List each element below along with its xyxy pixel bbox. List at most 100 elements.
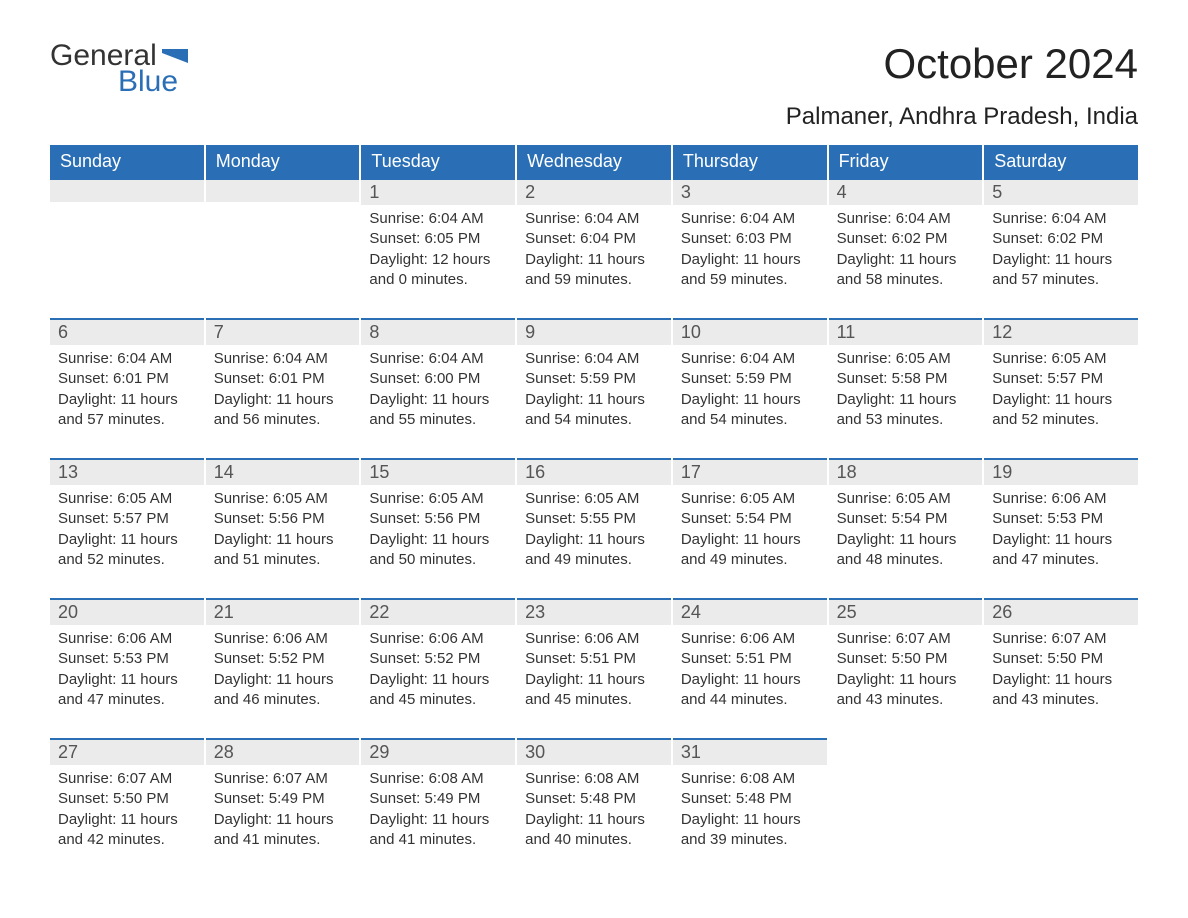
day-details: Sunrise: 6:04 AMSunset: 5:59 PMDaylight:…	[517, 345, 671, 430]
day-details: Sunrise: 6:04 AMSunset: 6:00 PMDaylight:…	[361, 345, 515, 430]
empty-cell	[50, 178, 204, 318]
day-number-bar: 25	[829, 598, 983, 625]
calendar-cell: 7Sunrise: 6:04 AMSunset: 6:01 PMDaylight…	[206, 318, 360, 458]
calendar-cell: 12Sunrise: 6:05 AMSunset: 5:57 PMDayligh…	[984, 318, 1138, 458]
sunset-line: Sunset: 6:01 PM	[214, 369, 352, 389]
day-details: Sunrise: 6:04 AMSunset: 6:04 PMDaylight:…	[517, 205, 671, 290]
dow-header: Monday	[206, 145, 360, 178]
sunset-line: Sunset: 5:59 PM	[681, 369, 819, 389]
sunset-line: Sunset: 5:50 PM	[992, 649, 1130, 669]
calendar-cell: 31Sunrise: 6:08 AMSunset: 5:48 PMDayligh…	[673, 738, 827, 878]
calendar-cell: 13 Sunrise: 6:05 AMSunset: 5:57 PMDayligh…	[50, 458, 204, 598]
sunrise-line: Sunrise: 6:04 AM	[837, 209, 975, 229]
calendar-cell: 21Sunrise: 6:06 AMSunset: 5:52 PMDayligh…	[206, 598, 360, 738]
day-details: Sunrise: 6:06 AMSunset: 5:52 PMDaylight:…	[361, 625, 515, 710]
sunrise-line: Sunrise: 6:08 AM	[525, 769, 663, 789]
sunrise-line: Sunrise: 6:04 AM	[992, 209, 1130, 229]
flag-icon	[162, 49, 188, 67]
day-details: Sunrise: 6:05 AMSunset: 5:55 PMDaylight:…	[517, 485, 671, 570]
day-number-bar: 11	[829, 318, 983, 345]
sunrise-line: Sunrise: 6:04 AM	[681, 209, 819, 229]
calendar-cell: 16Sunrise: 6:05 AMSunset: 5:55 PMDayligh…	[517, 458, 671, 598]
day-number-bar: 17	[673, 458, 827, 485]
day-details: Sunrise: 6:05 AMSunset: 5:58 PMDaylight:…	[829, 345, 983, 430]
sunrise-line: Sunrise: 6:04 AM	[369, 209, 507, 229]
daylight-line: Daylight: 11 hours and 40 minutes.	[525, 810, 663, 851]
sunset-line: Sunset: 5:57 PM	[58, 509, 196, 529]
sunset-line: Sunset: 6:00 PM	[369, 369, 507, 389]
day-details: Sunrise: 6:06 AMSunset: 5:51 PMDaylight:…	[673, 625, 827, 710]
daylight-line: Daylight: 11 hours and 45 minutes.	[369, 670, 507, 711]
sunset-line: Sunset: 5:49 PM	[214, 789, 352, 809]
day-details: Sunrise: 6:04 AMSunset: 6:01 PMDaylight:…	[50, 345, 204, 430]
daylight-line: Daylight: 11 hours and 49 minutes.	[525, 530, 663, 571]
sunrise-line: Sunrise: 6:04 AM	[58, 349, 196, 369]
calendar-cell: 11Sunrise: 6:05 AMSunset: 5:58 PMDayligh…	[829, 318, 983, 458]
sunrise-line: Sunrise: 6:04 AM	[214, 349, 352, 369]
sunset-line: Sunset: 5:49 PM	[369, 789, 507, 809]
sunset-line: Sunset: 6:04 PM	[525, 229, 663, 249]
sunset-line: Sunset: 5:50 PM	[837, 649, 975, 669]
day-details: Sunrise: 6:06 AMSunset: 5:51 PMDaylight:…	[517, 625, 671, 710]
sunset-line: Sunset: 5:52 PM	[214, 649, 352, 669]
calendar-grid: SundayMondayTuesdayWednesdayThursdayFrid…	[50, 145, 1138, 878]
day-details: Sunrise: 6:04 AMSunset: 6:05 PMDaylight:…	[361, 205, 515, 290]
sunrise-line: Sunrise: 6:05 AM	[837, 489, 975, 509]
daylight-line: Daylight: 11 hours and 52 minutes.	[992, 390, 1130, 431]
day-details: Sunrise: 6:08 AMSunset: 5:48 PMDaylight:…	[517, 765, 671, 850]
daylight-line: Daylight: 11 hours and 42 minutes.	[58, 810, 196, 851]
sunrise-line: Sunrise: 6:06 AM	[992, 489, 1130, 509]
daylight-line: Daylight: 11 hours and 44 minutes.	[681, 670, 819, 711]
empty-cell	[206, 178, 360, 318]
sunset-line: Sunset: 6:05 PM	[369, 229, 507, 249]
calendar-cell: 8Sunrise: 6:04 AMSunset: 6:00 PMDaylight…	[361, 318, 515, 458]
calendar-cell: 3Sunrise: 6:04 AMSunset: 6:03 PMDaylight…	[673, 178, 827, 318]
sunset-line: Sunset: 6:02 PM	[992, 229, 1130, 249]
sunset-line: Sunset: 5:54 PM	[681, 509, 819, 529]
day-details: Sunrise: 6:04 AMSunset: 5:59 PMDaylight:…	[673, 345, 827, 430]
day-details: Sunrise: 6:04 AMSunset: 6:03 PMDaylight:…	[673, 205, 827, 290]
day-number-bar: 29	[361, 738, 515, 765]
sunrise-line: Sunrise: 6:07 AM	[58, 769, 196, 789]
daylight-line: Daylight: 11 hours and 56 minutes.	[214, 390, 352, 431]
sunset-line: Sunset: 5:53 PM	[992, 509, 1130, 529]
sunrise-line: Sunrise: 6:04 AM	[369, 349, 507, 369]
calendar-cell: 6Sunrise: 6:04 AMSunset: 6:01 PMDaylight…	[50, 318, 204, 458]
calendar-cell: 1Sunrise: 6:04 AMSunset: 6:05 PMDaylight…	[361, 178, 515, 318]
empty-cell	[984, 738, 1138, 878]
sunrise-line: Sunrise: 6:05 AM	[525, 489, 663, 509]
calendar-cell: 23Sunrise: 6:06 AMSunset: 5:51 PMDayligh…	[517, 598, 671, 738]
sunset-line: Sunset: 5:59 PM	[525, 369, 663, 389]
calendar-cell: 27Sunrise: 6:07 AMSunset: 5:50 PMDayligh…	[50, 738, 204, 878]
day-number-bar: 23	[517, 598, 671, 625]
empty-cell	[829, 738, 983, 878]
daylight-line: Daylight: 11 hours and 54 minutes.	[525, 390, 663, 431]
day-number-bar: 13	[50, 458, 204, 485]
sunset-line: Sunset: 5:56 PM	[369, 509, 507, 529]
daylight-line: Daylight: 11 hours and 43 minutes.	[837, 670, 975, 711]
sunset-line: Sunset: 5:50 PM	[58, 789, 196, 809]
day-number-bar: 3	[673, 178, 827, 205]
daylight-line: Daylight: 11 hours and 54 minutes.	[681, 390, 819, 431]
sunrise-line: Sunrise: 6:05 AM	[992, 349, 1130, 369]
daylight-line: Daylight: 11 hours and 41 minutes.	[369, 810, 507, 851]
day-number-bar: 16	[517, 458, 671, 485]
calendar-cell: 29Sunrise: 6:08 AMSunset: 5:49 PMDayligh…	[361, 738, 515, 878]
sunrise-line: Sunrise: 6:08 AM	[681, 769, 819, 789]
dow-header: Thursday	[673, 145, 827, 178]
calendar-cell: 24Sunrise: 6:06 AMSunset: 5:51 PMDayligh…	[673, 598, 827, 738]
daylight-line: Daylight: 11 hours and 39 minutes.	[681, 810, 819, 851]
day-details: Sunrise: 6:06 AMSunset: 5:53 PMDaylight:…	[50, 625, 204, 710]
dow-header: Saturday	[984, 145, 1138, 178]
daylight-line: Daylight: 11 hours and 58 minutes.	[837, 250, 975, 291]
day-number-bar: 14	[206, 458, 360, 485]
sunrise-line: Sunrise: 6:06 AM	[525, 629, 663, 649]
sunrise-line: Sunrise: 6:07 AM	[992, 629, 1130, 649]
daylight-line: Daylight: 11 hours and 49 minutes.	[681, 530, 819, 571]
day-details: Sunrise: 6:04 AMSunset: 6:02 PMDaylight:…	[829, 205, 983, 290]
calendar-cell: 14Sunrise: 6:05 AMSunset: 5:56 PMDayligh…	[206, 458, 360, 598]
daylight-line: Daylight: 11 hours and 52 minutes.	[58, 530, 196, 571]
sunrise-line: Sunrise: 6:05 AM	[369, 489, 507, 509]
sunrise-line: Sunrise: 6:05 AM	[58, 489, 196, 509]
day-number-bar	[206, 178, 360, 202]
